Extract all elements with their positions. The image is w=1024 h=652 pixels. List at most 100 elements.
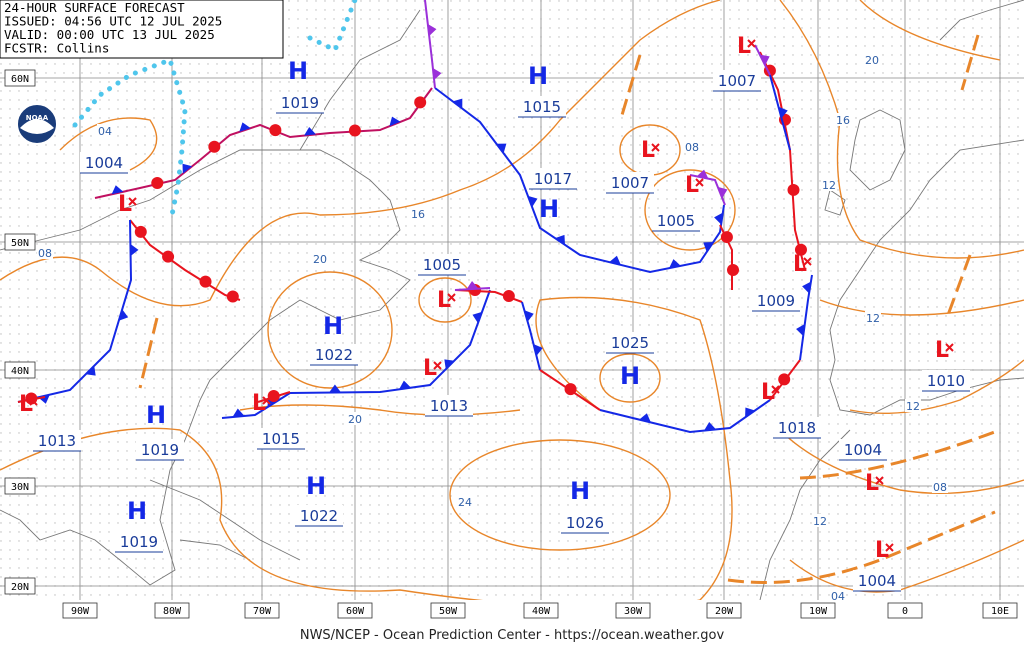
warm-front-marker [269, 124, 282, 137]
low-symbol: L [875, 538, 889, 563]
isobar-label: 20 [865, 54, 879, 67]
pressure-label-bg [561, 512, 609, 533]
low-cross [433, 361, 442, 370]
high-symbol: H [528, 62, 548, 90]
front-line [17, 219, 133, 403]
pressure-label: 1007 [611, 174, 649, 192]
lon-label-box [523, 602, 559, 619]
low-cross [875, 476, 884, 485]
cold-front-marker [609, 255, 621, 265]
isobar-label-bg [684, 140, 700, 153]
cold-front-marker [524, 310, 534, 322]
isobar-label: 20 [348, 413, 362, 426]
lon-label-box [982, 602, 1018, 619]
cold-front-marker [182, 163, 193, 174]
warm-front-marker [267, 390, 280, 403]
isobar-label-bg [457, 495, 473, 508]
cold-front-marker [639, 413, 651, 423]
pressure-label-bg [418, 254, 466, 275]
lon-label: 50W [439, 606, 458, 617]
low-cross [651, 143, 660, 152]
warm-front-marker [414, 96, 427, 109]
low-symbol: L [935, 338, 949, 363]
cold-front-marker [555, 234, 565, 245]
pressure-label-bg [518, 96, 566, 117]
lon-label-box [244, 602, 280, 619]
lon-label: 30W [624, 606, 643, 617]
isobar-label: 04 [98, 125, 112, 138]
low-symbol: L [19, 392, 33, 417]
isobar-label: 08 [685, 141, 699, 154]
pressure-label: 1004 [844, 441, 882, 459]
isobar-label: 08 [933, 481, 947, 494]
warm-front-marker [720, 231, 733, 244]
pressure-label: 1005 [423, 256, 461, 274]
cold-front-marker [232, 408, 245, 418]
high-symbol: H [146, 401, 166, 429]
lon-label: 70W [253, 606, 272, 617]
cold-front-marker [239, 122, 251, 132]
pressure-label: 1013 [38, 432, 76, 450]
isobar-label: 12 [906, 400, 920, 413]
pressure-label: 1025 [611, 334, 649, 352]
isobar-label-bg [830, 589, 846, 602]
high-symbol: H [570, 477, 590, 505]
pressure-label-bg [922, 370, 970, 391]
low-cross [695, 178, 704, 187]
warm-front-marker [794, 243, 807, 256]
footer: NWS/NCEP - Ocean Prediction Center - htt… [300, 628, 725, 643]
cold-front-marker [714, 212, 723, 225]
lon-label: 80W [163, 606, 182, 617]
high-symbol: H [288, 57, 308, 85]
header-line: 24-HOUR SURFACE FORECAST [4, 0, 185, 15]
isobar-label-bg [37, 246, 53, 259]
lat-label-box [4, 69, 36, 87]
isobar-label: 12 [866, 312, 880, 325]
low-symbol: L [737, 34, 751, 59]
front-line [434, 87, 725, 274]
isobar-label-bg [835, 113, 851, 126]
warm-front-marker [134, 225, 147, 238]
pressure-label: 1019 [141, 441, 179, 459]
isobar-label-bg [932, 480, 948, 493]
lat-label: 40N [11, 366, 29, 377]
high-symbol: H [306, 472, 326, 500]
pressure-label-bg [257, 428, 305, 449]
low-cross [945, 343, 954, 352]
lat-label-box [4, 361, 36, 379]
lon-label-box [706, 602, 742, 619]
warm-front-marker [564, 383, 577, 396]
pressure-label-bg [276, 92, 324, 113]
header-line: ISSUED: 04:56 UTC 12 JUL 2025 [4, 14, 222, 29]
cold-front-marker [111, 185, 124, 195]
cold-front-marker [533, 344, 543, 356]
pressure-label-bg [839, 439, 887, 460]
pressure-label-bg [115, 531, 163, 552]
cold-front-marker [703, 242, 714, 252]
pressure-label-bg [652, 210, 700, 231]
lon-label-box [62, 602, 98, 619]
lon-label-box [430, 602, 466, 619]
logo-text: NOAA [26, 114, 49, 122]
lon-label: 40W [532, 606, 551, 617]
pressure-label: 1022 [300, 507, 338, 525]
header-line: FCSTR: Collins [4, 41, 109, 56]
cold-front-marker [432, 68, 442, 80]
pressure-label: 1007 [718, 72, 756, 90]
high-symbol: H [620, 362, 640, 390]
lon-label: 10W [809, 606, 828, 617]
isobar-label-bg [812, 514, 828, 527]
low-cross [128, 197, 137, 206]
pressure-label: 1015 [262, 430, 300, 448]
lat-label-box [4, 233, 36, 251]
pressure-label-bg [529, 168, 577, 189]
cold-front-marker [85, 365, 96, 376]
header-box [0, 0, 284, 59]
cold-front-marker [472, 311, 483, 324]
cold-front-marker [452, 98, 463, 109]
warm-front-marker [151, 177, 164, 190]
cold-front-marker [329, 384, 341, 393]
lon-label-box [800, 602, 836, 619]
lon-label: 0 [902, 606, 908, 617]
pressure-label: 1026 [566, 514, 604, 532]
